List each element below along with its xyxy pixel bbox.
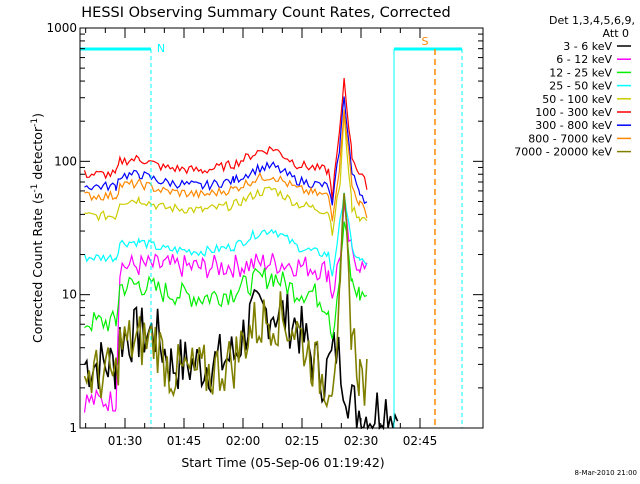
y-axis-label-main: Corrected Count Rate (s xyxy=(30,193,45,343)
legend-label-s4: 25 - 50 keV xyxy=(549,80,612,93)
plot-area xyxy=(83,77,399,431)
legend-label-s3: 12 - 25 keV xyxy=(549,66,612,79)
chart-title: HESSI Observing Summary Count Rates, Cor… xyxy=(81,5,450,21)
y-tick-label: 1 xyxy=(69,421,77,435)
annotation-layer: NS xyxy=(80,35,463,428)
legend-label-s2: 6 - 12 keV xyxy=(556,53,612,66)
legend-label-s5: 50 - 100 keV xyxy=(542,93,612,106)
y-tick-label: 100 xyxy=(54,154,77,168)
series-line-s6 xyxy=(83,77,368,201)
y-tick-label: 1000 xyxy=(46,21,77,35)
svg-text:Corrected Count Rate (s-1 dete: Corrected Count Rate (s-1 detector-1) xyxy=(30,113,45,343)
x-tick-label: 02:15 xyxy=(285,434,320,448)
x-tick-label: 01:30 xyxy=(108,434,143,448)
axes-layer: 1 10 100 1000 01:30 01:45 02:00 02:15 02:30 02:45 xyxy=(46,21,484,448)
series-line-s5 xyxy=(84,112,368,236)
legend-label-s9: 7000 - 20000 keV xyxy=(514,146,612,159)
x-axis-label: Start Time (05-Sep-06 01:19:42) xyxy=(181,455,384,470)
legend-header-detectors: Det 1,3,4,5,6,9, xyxy=(549,14,635,27)
y-tick-label: 10 xyxy=(62,288,77,302)
legend-label-s8: 800 - 7000 keV xyxy=(528,132,612,145)
legend-label-s6: 100 - 300 keV xyxy=(535,106,612,119)
night-label: N xyxy=(157,42,165,55)
y-axis-label-mid: detector xyxy=(30,126,45,184)
plot-frame xyxy=(79,27,484,429)
saa-label: S xyxy=(422,35,429,48)
legend-header-attenuator: Att 0 xyxy=(603,27,629,40)
series-line-s8 xyxy=(84,109,368,222)
series-line-s9 xyxy=(83,193,368,409)
y-axis-label-sup1: -1 xyxy=(30,184,40,193)
series-line-s3 xyxy=(84,221,368,340)
x-tick-label: 01:45 xyxy=(167,434,202,448)
series-line-s4 xyxy=(83,192,368,277)
y-axis-label: Corrected Count Rate (s-1 detector-1) xyxy=(30,113,45,343)
y-axis-label-sup2: -1 xyxy=(30,118,40,127)
y-axis-label-end: ) xyxy=(30,113,45,118)
legend-label-s7: 300 - 800 keV xyxy=(535,119,612,132)
footer-date: 8-Mar-2010 21:00 xyxy=(575,469,637,477)
x-tick-label: 02:00 xyxy=(226,434,261,448)
legend-label-s1: 3 - 6 keV xyxy=(563,40,612,53)
x-tick-label: 02:30 xyxy=(344,434,379,448)
x-tick-label: 02:45 xyxy=(403,434,438,448)
series-line-s2 xyxy=(83,204,368,413)
series-line-s7 xyxy=(84,96,368,206)
